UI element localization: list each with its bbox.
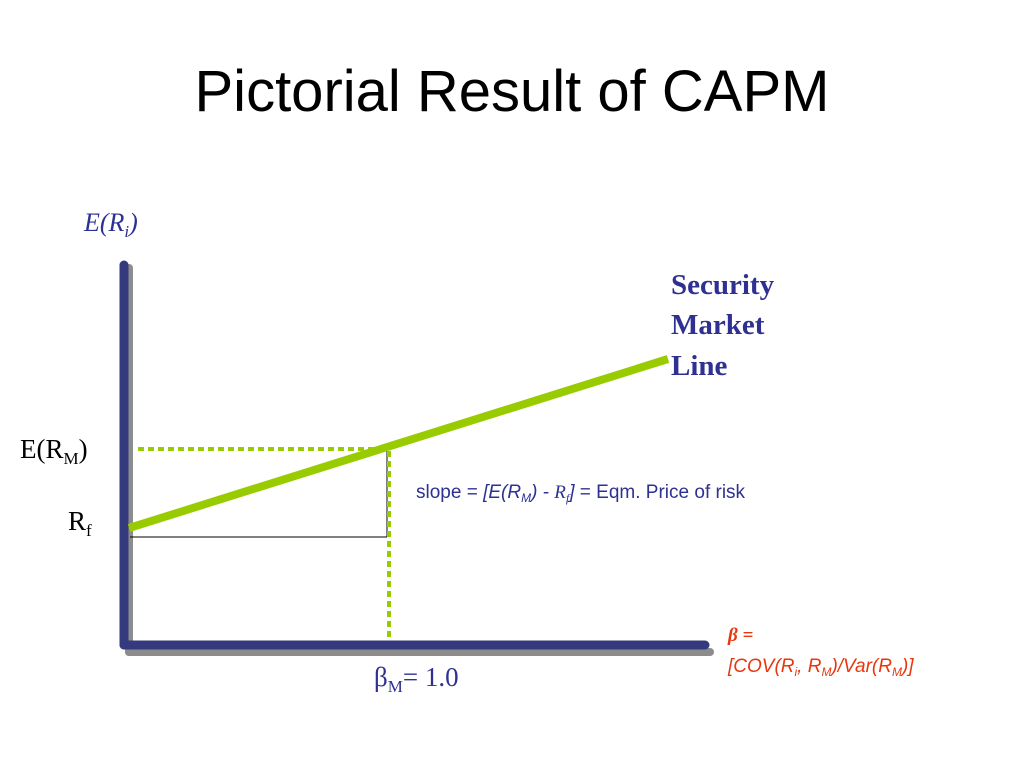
erm-label: E(RM) bbox=[20, 434, 88, 468]
rf-label: Rf bbox=[68, 506, 92, 540]
slide-title: Pictorial Result of CAPM bbox=[194, 59, 830, 124]
beta-definition-formula: [COV(Ri, RM)/Var(RM)] bbox=[727, 656, 914, 679]
y-axis-label: E(Ri) bbox=[83, 208, 138, 241]
beta-definition: β = bbox=[727, 625, 753, 646]
sml-label: Security Market Line bbox=[671, 269, 781, 382]
security-market-line bbox=[127, 355, 670, 532]
slope-label: slope = [E(RM) - Rf] = Eqm. Price of ris… bbox=[416, 482, 746, 505]
beta-m-label: βM= 1.0 bbox=[374, 662, 459, 696]
